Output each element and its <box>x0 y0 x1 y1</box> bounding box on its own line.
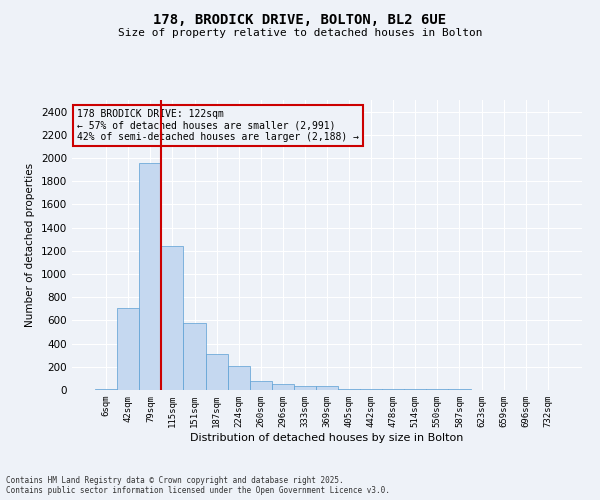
Bar <box>184 322 206 390</box>
Bar <box>272 384 294 390</box>
Bar <box>404 389 427 390</box>
Bar <box>360 389 382 390</box>
Text: 178 BRODICK DRIVE: 122sqm
← 57% of detached houses are smaller (2,991)
42% of se: 178 BRODICK DRIVE: 122sqm ← 57% of detac… <box>77 108 359 142</box>
Text: Size of property relative to detached houses in Bolton: Size of property relative to detached ho… <box>118 28 482 38</box>
Bar <box>206 354 227 390</box>
Bar <box>316 386 338 390</box>
Bar <box>250 380 272 390</box>
Bar <box>338 389 360 390</box>
X-axis label: Distribution of detached houses by size in Bolton: Distribution of detached houses by size … <box>190 432 464 442</box>
Bar <box>294 386 316 390</box>
Text: 178, BRODICK DRIVE, BOLTON, BL2 6UE: 178, BRODICK DRIVE, BOLTON, BL2 6UE <box>154 12 446 26</box>
Bar <box>227 366 250 390</box>
Bar <box>161 246 184 390</box>
Bar <box>95 389 117 390</box>
Text: Contains HM Land Registry data © Crown copyright and database right 2025.
Contai: Contains HM Land Registry data © Crown c… <box>6 476 390 495</box>
Bar <box>139 162 161 390</box>
Y-axis label: Number of detached properties: Number of detached properties <box>25 163 35 327</box>
Bar <box>382 389 404 390</box>
Bar <box>117 308 139 390</box>
